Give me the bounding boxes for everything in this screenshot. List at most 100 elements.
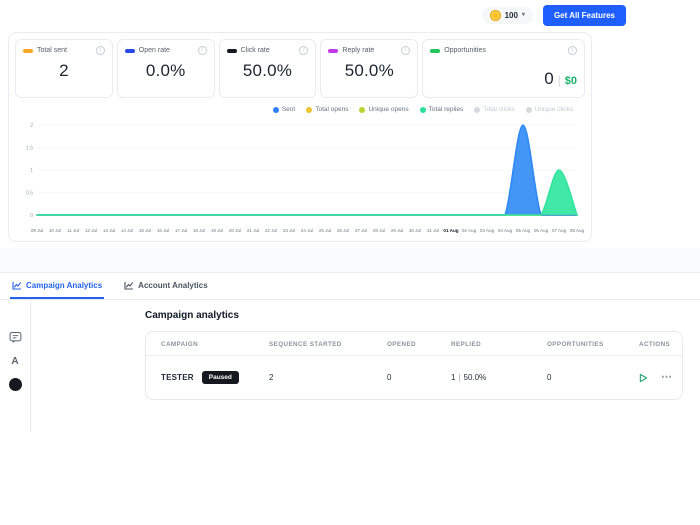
info-icon[interactable] xyxy=(299,46,309,55)
svg-text:11 Jul: 11 Jul xyxy=(67,228,79,233)
open-rate-color-icon xyxy=(124,48,135,53)
col-actions: ACTIONS xyxy=(639,341,671,348)
legend-dot xyxy=(525,106,532,113)
stat-card-opportunities: Opportunities 0 | $0 xyxy=(422,39,586,98)
campaign-table: CAMPAIGN SEQUENCE STARTED OPENED REPLIED… xyxy=(145,331,683,400)
tab-bar: Campaign Analytics Account Analytics xyxy=(0,272,700,300)
legend-item-total-opens[interactable]: Total opens xyxy=(306,106,348,113)
svg-text:19 Jul: 19 Jul xyxy=(211,228,223,233)
more-actions-icon[interactable]: ⋯ xyxy=(661,371,673,383)
credits-value: 100 xyxy=(504,10,518,20)
svg-text:01 Aug: 01 Aug xyxy=(443,228,458,233)
info-icon[interactable] xyxy=(95,46,105,55)
coin-icon xyxy=(489,9,501,21)
section-gap xyxy=(0,248,700,272)
stat-label: Opportunities xyxy=(444,47,486,54)
table-row[interactable]: TESTER Paused 2 0 1 | 50.0% 0 ⋯ xyxy=(146,356,682,399)
svg-text:05 Aug: 05 Aug xyxy=(516,228,531,233)
chart-legend: Sent Total opens Unique opens Total repl… xyxy=(15,98,585,115)
stat-label: Click rate xyxy=(240,47,270,54)
svg-text:2: 2 xyxy=(30,123,33,129)
svg-text:29 Jul: 29 Jul xyxy=(391,228,403,233)
svg-text:28 Jul: 28 Jul xyxy=(373,228,385,233)
svg-text:09 Jul: 09 Jul xyxy=(31,228,43,233)
credits-pill[interactable]: 100 ▾ xyxy=(481,6,533,24)
total-sent-color-icon xyxy=(23,48,33,53)
analytics-overview-panel: Total sent 2 Open rate 0.0% Click rate 5… xyxy=(8,32,592,242)
svg-text:26 Jul: 26 Jul xyxy=(337,228,349,233)
row-actions: ⋯ xyxy=(639,372,673,383)
svg-text:03 Aug: 03 Aug xyxy=(480,228,495,233)
stat-card-open-rate: Open rate 0.0% xyxy=(116,39,215,98)
chevron-down-icon: ▾ xyxy=(521,12,525,18)
svg-text:0: 0 xyxy=(30,213,33,219)
svg-text:25 Jul: 25 Jul xyxy=(319,228,331,233)
value-divider: | xyxy=(458,373,461,382)
svg-text:08 Aug: 08 Aug xyxy=(570,228,585,233)
svg-text:31 Jul: 31 Jul xyxy=(427,228,439,233)
legend-dot xyxy=(419,106,426,113)
reply-rate-color-icon xyxy=(328,48,339,53)
analytics-time-series-chart: 0 0.5 1 1.5 2 09 Jul 10 Jul 11 Jul 12 Jul 13 Jul 1… xyxy=(26,123,585,233)
info-icon[interactable] xyxy=(568,46,578,55)
table-header-row: CAMPAIGN SEQUENCE STARTED OPENED REPLIED… xyxy=(146,332,682,356)
legend-item-total-clicks[interactable]: Total clicks xyxy=(474,106,515,113)
tab-account-analytics[interactable]: Account Analytics xyxy=(122,273,210,299)
legend-item-unique-opens[interactable]: Unique opens xyxy=(359,106,409,113)
svg-text:20 Jul: 20 Jul xyxy=(229,228,241,233)
status-badge: Paused xyxy=(201,371,239,384)
svg-text:27 Jul: 27 Jul xyxy=(355,228,367,233)
svg-text:02 Aug: 02 Aug xyxy=(462,228,477,233)
svg-text:06 Aug: 06 Aug xyxy=(534,228,549,233)
get-all-features-button[interactable]: Get All Features xyxy=(542,4,626,26)
legend-item-unique-clicks[interactable]: Unique clicks xyxy=(525,106,573,113)
stat-value: 50.0% xyxy=(242,61,293,80)
svg-text:16 Jul: 16 Jul xyxy=(157,228,169,233)
stat-label: Open rate xyxy=(138,47,170,54)
campaign-analytics-section: Campaign analytics CAMPAIGN SEQUENCE STA… xyxy=(31,300,700,432)
stat-label: Reply rate xyxy=(342,47,375,54)
line-chart-icon xyxy=(124,281,134,290)
svg-text:22 Jul: 22 Jul xyxy=(265,228,277,233)
opportunities-color-icon xyxy=(430,48,441,53)
svg-text:18 Jul: 18 Jul xyxy=(193,228,205,233)
click-rate-color-icon xyxy=(226,48,237,53)
opportunities-value: 0 xyxy=(547,373,552,382)
svg-text:30 Jul: 30 Jul xyxy=(409,228,421,233)
svg-text:10 Jul: 10 Jul xyxy=(49,228,61,233)
chat-bubble-icon[interactable] xyxy=(8,330,23,345)
left-icon-rail: A xyxy=(0,300,31,432)
sequence-started-value: 2 xyxy=(269,373,274,382)
svg-text:07 Aug: 07 Aug xyxy=(552,228,567,233)
stat-card-total-sent: Total sent 2 xyxy=(15,39,113,98)
letter-a-icon[interactable]: A xyxy=(11,356,19,367)
svg-text:13 Jul: 13 Jul xyxy=(103,228,115,233)
stat-value: 50.0% xyxy=(344,61,394,80)
svg-text:0.5: 0.5 xyxy=(26,190,33,196)
info-icon[interactable] xyxy=(197,46,207,55)
tab-campaign-analytics[interactable]: Campaign Analytics xyxy=(10,273,105,299)
opened-value: 0 xyxy=(387,373,392,382)
legend-item-total-replies[interactable]: Total replies xyxy=(419,106,463,113)
col-campaign: CAMPAIGN xyxy=(161,341,199,348)
tab-label: Campaign Analytics xyxy=(26,280,103,290)
stat-cards-row: Total sent 2 Open rate 0.0% Click rate 5… xyxy=(15,39,586,98)
svg-text:12 Jul: 12 Jul xyxy=(85,228,97,233)
stat-value: 0.0% xyxy=(145,61,186,80)
legend-item-sent[interactable]: Sent xyxy=(272,106,295,113)
svg-text:04 Aug: 04 Aug xyxy=(498,228,513,233)
tab-label: Account Analytics xyxy=(138,280,208,290)
stat-secondary-value: $0 xyxy=(564,75,578,87)
col-opened: OPENED xyxy=(387,341,416,348)
info-icon[interactable] xyxy=(401,46,411,55)
replied-value: 1 | 50.0% xyxy=(451,373,487,382)
legend-dot xyxy=(474,106,481,113)
campaign-name[interactable]: TESTER xyxy=(161,373,194,382)
play-icon[interactable] xyxy=(639,373,648,383)
avatar-badge[interactable] xyxy=(8,378,22,391)
col-replied: REPLIED xyxy=(451,341,482,348)
stat-value: 0 xyxy=(544,69,554,88)
legend-dot xyxy=(306,106,313,113)
legend-dot xyxy=(272,106,279,113)
stat-card-click-rate: Click rate 50.0% xyxy=(218,39,317,98)
